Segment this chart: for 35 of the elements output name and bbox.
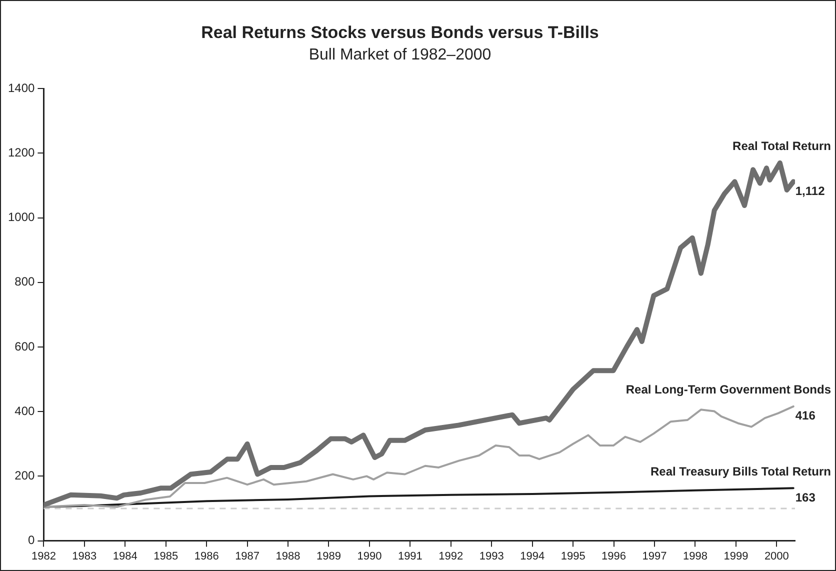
y-tick-label: 1400 <box>8 80 36 95</box>
x-tick-label: 1987 <box>235 550 260 562</box>
y-tick-label: 800 <box>14 274 36 289</box>
x-tick-label: 1997 <box>642 550 667 562</box>
y-tick-label: 200 <box>14 468 36 483</box>
data-label: 1,112 <box>795 184 826 198</box>
y-tick-label: 400 <box>14 404 36 418</box>
x-tick-label: 1991 <box>398 550 422 562</box>
y-tick-label: 1200 <box>8 146 36 160</box>
y-tick-label: 0 <box>28 533 36 548</box>
x-tick-label: 2000 <box>764 550 789 562</box>
x-tick-label: 1993 <box>479 550 504 562</box>
x-tick-label: 1996 <box>602 550 626 562</box>
x-tick-label: 1999 <box>724 550 748 562</box>
x-tick-label: 1985 <box>154 550 178 562</box>
data-label: 416 <box>795 408 816 423</box>
y-tick-label: 600 <box>14 339 36 354</box>
x-tick-label: 1998 <box>682 550 708 562</box>
data-label: 163 <box>795 490 816 504</box>
x-tick-label: 1990 <box>357 550 382 562</box>
x-tick-label: 1989 <box>316 550 341 562</box>
x-tick-label: 1984 <box>112 550 138 562</box>
x-tick-label: 1982 <box>31 550 56 562</box>
chart-subtitle: Bull Market of 1982–2000 <box>308 46 492 64</box>
x-tick-label: 1992 <box>438 550 464 562</box>
series-label: Real Treasury Bills Total Return <box>650 464 831 478</box>
x-tick-label: 1994 <box>520 550 545 562</box>
text: Real Long-Term Government Bonds <box>626 382 832 397</box>
x-tick-label: 1995 <box>560 550 586 562</box>
series-label: Real Total Return <box>732 139 831 154</box>
x-tick-label: 1988 <box>276 550 300 562</box>
x-tick-label: 1986 <box>194 550 219 562</box>
chart-title: Real Returns Stocks versus Bonds versus T-Bills <box>201 22 599 42</box>
y-tick-label: 1000 <box>8 210 36 224</box>
x-tick-label: 1983 <box>72 550 97 562</box>
